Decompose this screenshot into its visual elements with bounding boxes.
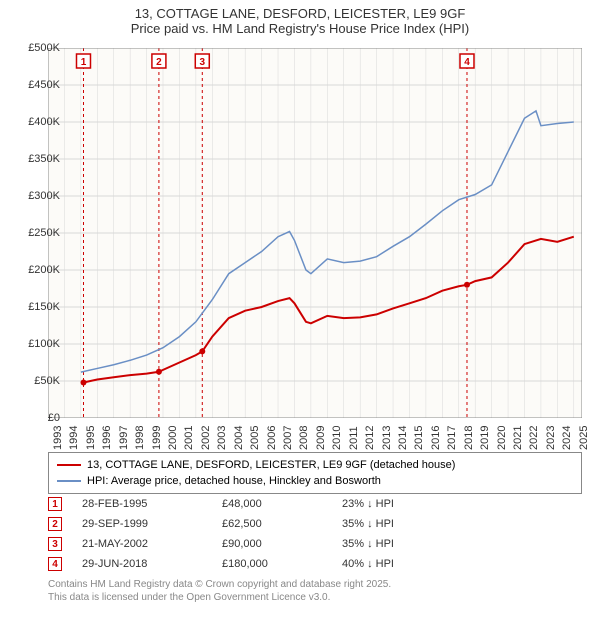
x-tick-label: 2019 (479, 426, 491, 450)
x-tick-label: 2024 (561, 426, 573, 450)
svg-text:3: 3 (200, 57, 206, 68)
x-tick-label: 2015 (413, 426, 425, 450)
y-tick-label: £400K (20, 116, 60, 128)
svg-text:2: 2 (156, 57, 162, 68)
x-tick-label: 2025 (578, 426, 590, 450)
legend-row: 13, COTTAGE LANE, DESFORD, LEICESTER, LE… (57, 457, 573, 473)
x-tick-label: 2014 (397, 426, 409, 450)
x-tick-label: 1996 (101, 426, 113, 450)
y-tick-label: £200K (20, 264, 60, 276)
x-tick-label: 2018 (463, 426, 475, 450)
y-tick-label: £0 (20, 412, 60, 424)
event-diff: 35% ↓ HPI (342, 538, 442, 550)
y-tick-label: £300K (20, 190, 60, 202)
x-tick-label: 1994 (68, 426, 80, 450)
event-marker: 3 (48, 537, 62, 551)
events-table: 1 28-FEB-1995 £48,000 23% ↓ HPI2 29-SEP-… (48, 494, 582, 574)
y-tick-label: £250K (20, 227, 60, 239)
y-tick-label: £350K (20, 153, 60, 165)
event-price: £90,000 (222, 538, 322, 550)
x-tick-label: 2002 (200, 426, 212, 450)
x-tick-label: 1993 (52, 426, 64, 450)
y-tick-label: £150K (20, 301, 60, 313)
y-tick-label: £500K (20, 42, 60, 54)
event-marker: 4 (48, 557, 62, 571)
x-tick-label: 1997 (118, 426, 130, 450)
title-subtitle: Price paid vs. HM Land Registry's House … (10, 21, 590, 36)
x-tick-label: 2008 (298, 426, 310, 450)
legend-label: 13, COTTAGE LANE, DESFORD, LEICESTER, LE… (87, 459, 455, 471)
x-tick-label: 2004 (233, 426, 245, 450)
chart-svg: 1 2 3 4 (48, 48, 582, 418)
event-row: 2 29-SEP-1999 £62,500 35% ↓ HPI (48, 514, 582, 534)
event-row: 3 21-MAY-2002 £90,000 35% ↓ HPI (48, 534, 582, 554)
x-tick-label: 2020 (496, 426, 508, 450)
x-tick-label: 2022 (528, 426, 540, 450)
event-date: 21-MAY-2002 (82, 538, 202, 550)
x-tick-label: 2001 (183, 426, 195, 450)
footer-line2: This data is licensed under the Open Gov… (48, 591, 391, 604)
legend-label: HPI: Average price, detached house, Hinc… (87, 475, 381, 487)
event-marker: 2 (48, 517, 62, 531)
x-tick-label: 1995 (85, 426, 97, 450)
y-tick-label: £100K (20, 338, 60, 350)
chart-area: 1 2 3 4 (48, 48, 582, 418)
event-price: £180,000 (222, 558, 322, 570)
x-tick-label: 2003 (216, 426, 228, 450)
legend-row: HPI: Average price, detached house, Hinc… (57, 473, 573, 489)
event-date: 28-FEB-1995 (82, 498, 202, 510)
x-tick-label: 1999 (151, 426, 163, 450)
event-price: £62,500 (222, 518, 322, 530)
y-tick-label: £450K (20, 79, 60, 91)
legend-swatch (57, 464, 81, 466)
legend: 13, COTTAGE LANE, DESFORD, LEICESTER, LE… (48, 452, 582, 494)
event-marker: 1 (48, 497, 62, 511)
svg-text:4: 4 (464, 57, 470, 68)
event-diff: 23% ↓ HPI (342, 498, 442, 510)
x-tick-label: 2010 (331, 426, 343, 450)
x-tick-label: 2016 (430, 426, 442, 450)
x-tick-label: 1998 (134, 426, 146, 450)
x-tick-label: 2013 (381, 426, 393, 450)
svg-text:1: 1 (81, 57, 87, 68)
footer-line1: Contains HM Land Registry data © Crown c… (48, 578, 391, 591)
x-tick-label: 2017 (446, 426, 458, 450)
event-price: £48,000 (222, 498, 322, 510)
y-tick-label: £50K (20, 375, 60, 387)
title-block: 13, COTTAGE LANE, DESFORD, LEICESTER, LE… (0, 0, 600, 38)
x-tick-label: 2009 (315, 426, 327, 450)
event-diff: 40% ↓ HPI (342, 558, 442, 570)
event-date: 29-SEP-1999 (82, 518, 202, 530)
x-tick-label: 2000 (167, 426, 179, 450)
x-tick-label: 2011 (348, 426, 360, 450)
x-tick-label: 2021 (512, 426, 524, 450)
event-diff: 35% ↓ HPI (342, 518, 442, 530)
event-date: 29-JUN-2018 (82, 558, 202, 570)
x-tick-label: 2005 (249, 426, 261, 450)
chart-container: 13, COTTAGE LANE, DESFORD, LEICESTER, LE… (0, 0, 600, 620)
title-address: 13, COTTAGE LANE, DESFORD, LEICESTER, LE… (10, 6, 590, 21)
x-tick-label: 2023 (545, 426, 557, 450)
legend-swatch (57, 480, 81, 482)
event-row: 4 29-JUN-2018 £180,000 40% ↓ HPI (48, 554, 582, 574)
footer-attribution: Contains HM Land Registry data © Crown c… (48, 578, 391, 604)
x-tick-label: 2006 (266, 426, 278, 450)
x-tick-label: 2007 (282, 426, 294, 450)
event-row: 1 28-FEB-1995 £48,000 23% ↓ HPI (48, 494, 582, 514)
x-tick-label: 2012 (364, 426, 376, 450)
